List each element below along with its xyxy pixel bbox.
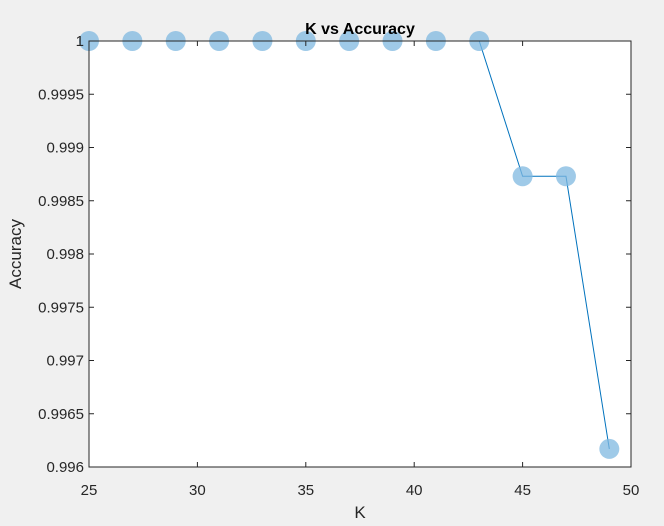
- y-tick-label: 0.9995: [38, 86, 84, 103]
- y-axis: 0.996 0.9965 0.997 0.9975 0.998 0.9985 0.999 0.…: [38, 33, 631, 476]
- y-tick-label: 0.998: [46, 246, 84, 263]
- chart-title: K vs Accuracy: [305, 21, 415, 38]
- x-axis-label: K: [354, 503, 366, 522]
- y-tick-label: 0.997: [46, 353, 84, 370]
- x-tick-label: 30: [189, 482, 206, 499]
- x-tick-label: 25: [81, 482, 98, 499]
- y-tick-label: 0.996: [46, 459, 84, 476]
- y-tick-label: 1: [76, 33, 84, 50]
- x-tick-label: 35: [297, 482, 314, 499]
- y-axis-label: Accuracy: [6, 219, 25, 289]
- data-point: [512, 166, 533, 187]
- x-tick-label: 40: [406, 482, 423, 499]
- y-tick-label: 0.9975: [38, 299, 84, 316]
- x-tick-label: 50: [623, 482, 640, 499]
- data-point: [555, 166, 576, 187]
- x-axis: 25 30 35 40 45 50: [81, 41, 640, 499]
- axes-background: [89, 41, 631, 467]
- y-tick-label: 0.999: [46, 140, 84, 157]
- y-tick-label: 0.9965: [38, 406, 84, 423]
- y-tick-label: 0.9985: [38, 193, 84, 210]
- x-tick-label: 45: [514, 482, 531, 499]
- data-point: [599, 438, 620, 459]
